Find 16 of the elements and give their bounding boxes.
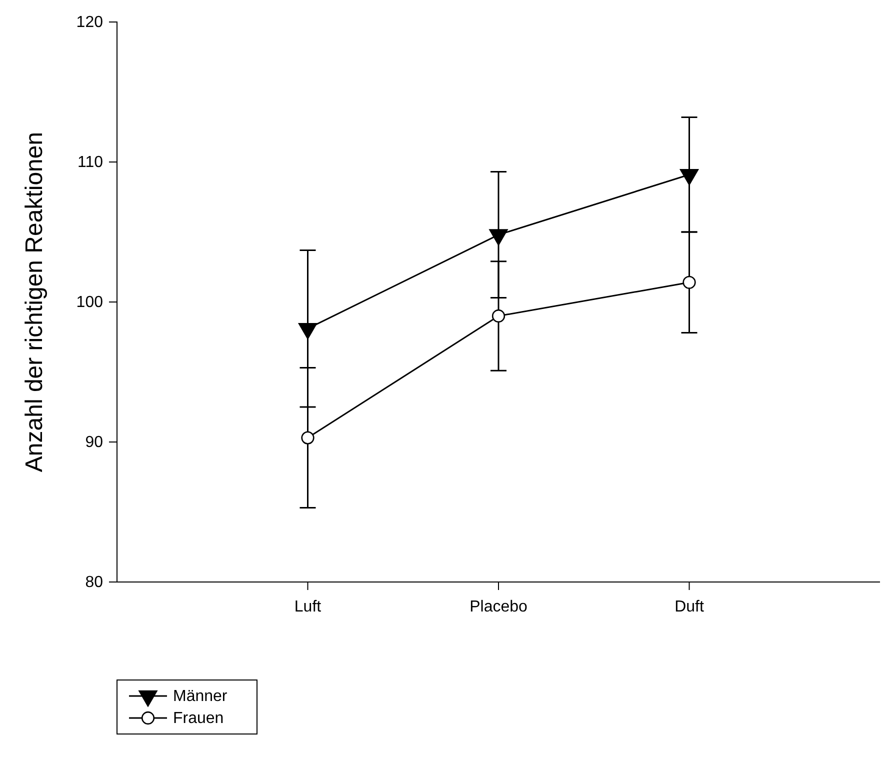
x-tick-label: Placebo (470, 598, 528, 616)
y-axis-title: Anzahl der richtigen Reaktionen (21, 132, 48, 472)
y-tick-label: 80 (85, 574, 104, 592)
x-tick-label: Duft (674, 598, 704, 616)
legend-label: Frauen (173, 710, 224, 727)
y-tick-label: 120 (76, 14, 104, 32)
point (489, 229, 508, 246)
point (492, 309, 506, 323)
point (298, 322, 318, 340)
legend-label: Männer (173, 688, 228, 705)
y-tick-label: 90 (85, 434, 104, 452)
x-tick-label: Luft (294, 598, 322, 616)
point (301, 431, 314, 444)
point (680, 168, 699, 186)
y-tick-label: 110 (77, 154, 104, 172)
y-tick-label: 100 (76, 294, 104, 312)
